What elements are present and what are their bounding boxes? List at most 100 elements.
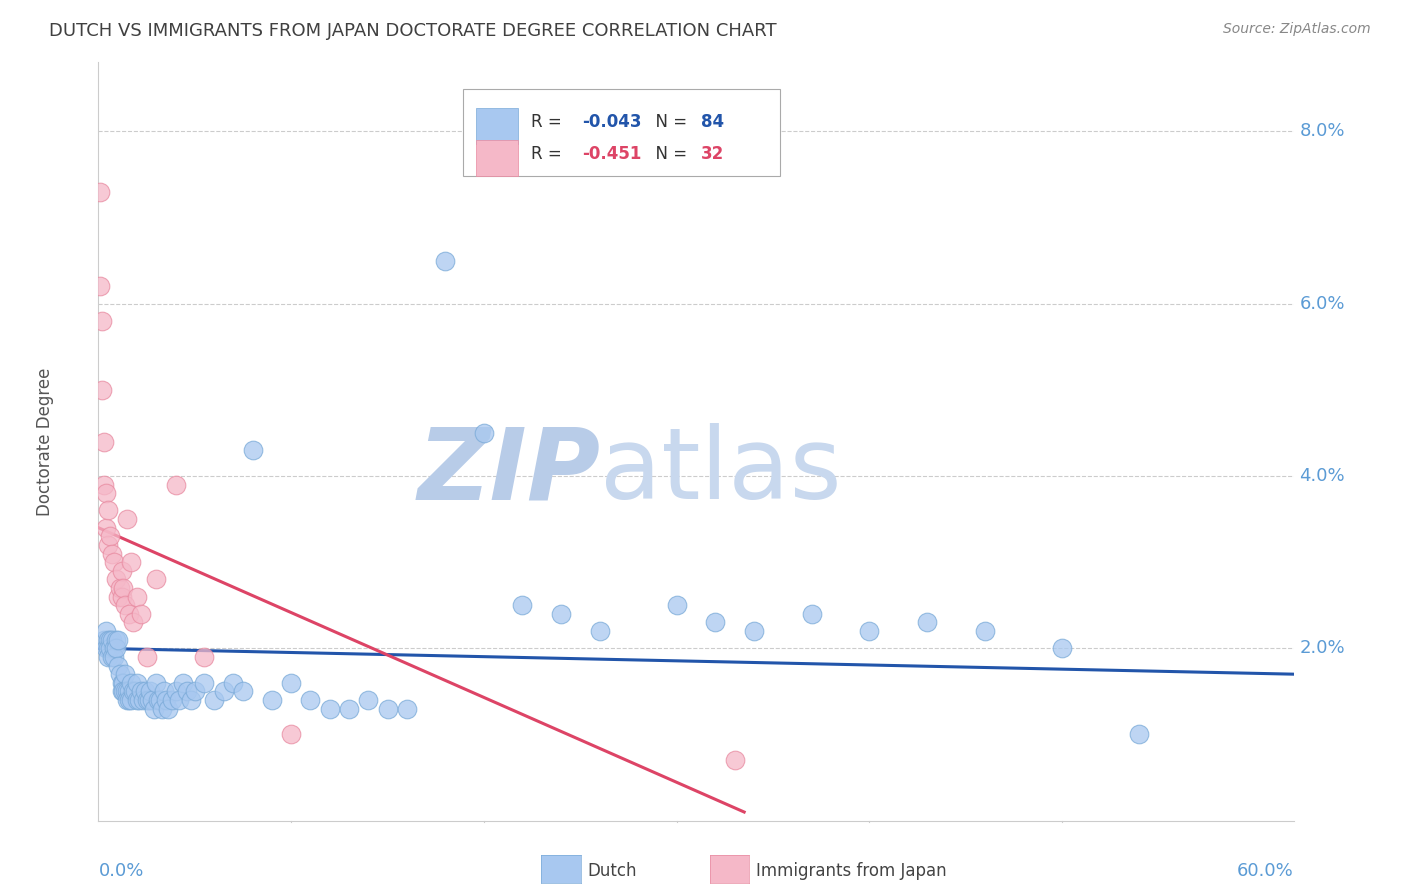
Point: [118, 607, 141, 621]
Point: [132, 693, 155, 707]
Point: [112, 675, 135, 690]
Point: [512, 599, 534, 613]
Point: [974, 624, 997, 639]
Point: [104, 573, 127, 587]
Text: 60.0%: 60.0%: [1237, 863, 1294, 880]
Point: [357, 693, 380, 707]
Point: [108, 667, 131, 681]
Point: [107, 632, 129, 647]
Point: [118, 693, 141, 707]
Point: [129, 607, 152, 621]
Point: [117, 512, 139, 526]
Point: [155, 693, 177, 707]
Point: [665, 599, 688, 613]
Point: [169, 693, 191, 707]
Point: [184, 684, 207, 698]
Text: R =: R =: [531, 145, 567, 163]
Point: [395, 701, 418, 715]
Point: [150, 701, 173, 715]
Point: [114, 599, 136, 613]
Point: [242, 443, 264, 458]
Point: [98, 632, 121, 647]
Point: [103, 555, 125, 569]
Text: Source: ZipAtlas.com: Source: ZipAtlas.com: [1223, 22, 1371, 37]
Point: [145, 573, 167, 587]
Point: [917, 615, 939, 630]
Point: [472, 425, 495, 440]
Point: [280, 727, 302, 741]
Point: [125, 590, 148, 604]
FancyBboxPatch shape: [463, 89, 780, 177]
Point: [117, 693, 139, 707]
Text: Doctorate Degree: Doctorate Degree: [35, 368, 53, 516]
Point: [104, 641, 127, 656]
Point: [93, 632, 115, 647]
Point: [742, 624, 765, 639]
Point: [129, 684, 152, 698]
Point: [172, 675, 194, 690]
Point: [588, 624, 610, 639]
Point: [139, 684, 162, 698]
Point: [94, 641, 117, 656]
Point: [98, 641, 121, 656]
Point: [145, 675, 167, 690]
Point: [110, 564, 132, 578]
Point: [107, 590, 129, 604]
Point: [165, 477, 187, 491]
Point: [103, 641, 125, 656]
Point: [103, 649, 125, 664]
Point: [110, 684, 132, 698]
Point: [94, 486, 117, 500]
Point: [124, 684, 146, 698]
Point: [120, 555, 142, 569]
Point: [319, 701, 342, 715]
Point: [91, 383, 114, 397]
Point: [101, 632, 124, 647]
Text: DUTCH VS IMMIGRANTS FROM JAPAN DOCTORATE DEGREE CORRELATION CHART: DUTCH VS IMMIGRANTS FROM JAPAN DOCTORATE…: [49, 22, 778, 40]
Point: [212, 684, 235, 698]
Point: [148, 693, 170, 707]
Point: [180, 693, 202, 707]
Text: N =: N =: [644, 113, 692, 131]
Text: atlas: atlas: [600, 424, 842, 520]
Point: [97, 649, 120, 664]
Point: [704, 615, 727, 630]
Point: [193, 649, 215, 664]
Point: [89, 279, 111, 293]
Text: -0.451: -0.451: [582, 145, 641, 163]
Point: [434, 253, 457, 268]
Text: ZIP: ZIP: [418, 424, 600, 520]
Point: [114, 684, 136, 698]
Point: [337, 701, 360, 715]
Point: [135, 649, 157, 664]
Point: [97, 503, 120, 517]
Point: [280, 675, 302, 690]
Point: [141, 693, 163, 707]
Point: [1050, 641, 1073, 656]
Text: N =: N =: [644, 145, 692, 163]
Point: [112, 684, 135, 698]
Point: [800, 607, 823, 621]
Point: [110, 675, 132, 690]
Point: [202, 693, 225, 707]
Point: [107, 658, 129, 673]
Text: R =: R =: [531, 113, 567, 131]
Point: [93, 477, 115, 491]
Point: [112, 581, 135, 595]
Point: [299, 693, 322, 707]
Text: 6.0%: 6.0%: [1299, 294, 1346, 313]
Point: [91, 314, 114, 328]
Point: [135, 693, 157, 707]
FancyBboxPatch shape: [477, 140, 517, 177]
Text: Dutch: Dutch: [588, 863, 637, 880]
Point: [260, 693, 283, 707]
Point: [97, 632, 120, 647]
Text: Immigrants from Japan: Immigrants from Japan: [756, 863, 948, 880]
Text: 4.0%: 4.0%: [1299, 467, 1346, 485]
Text: 2.0%: 2.0%: [1299, 640, 1346, 657]
Point: [550, 607, 572, 621]
Point: [138, 693, 160, 707]
Point: [101, 547, 124, 561]
Point: [149, 693, 172, 707]
Text: 32: 32: [700, 145, 724, 163]
